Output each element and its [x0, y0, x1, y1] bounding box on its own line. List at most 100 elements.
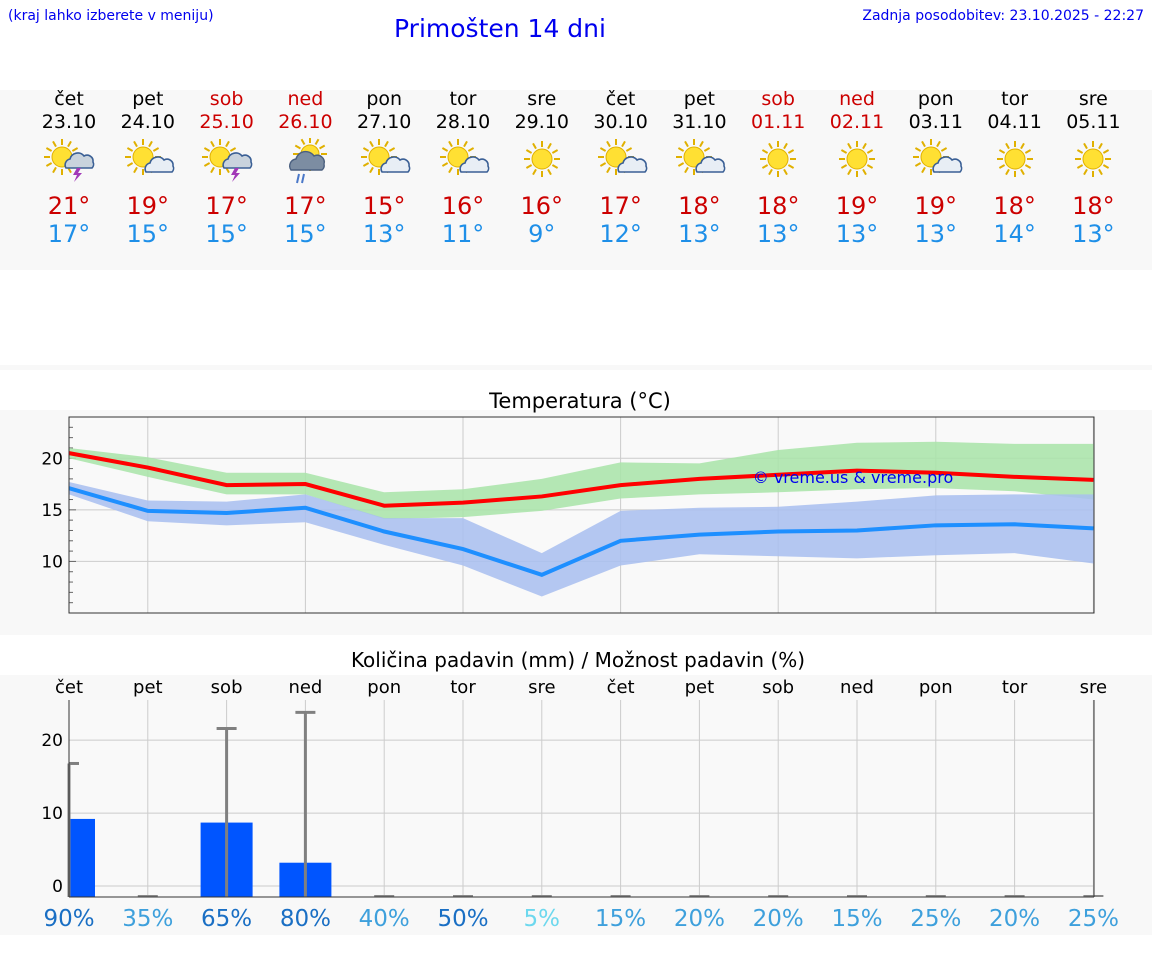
- precipitation-chart: Količina padavin (mm) / Možnost padavin …: [41, 648, 1119, 932]
- temp-max: 16°: [520, 192, 564, 220]
- precip-bar: [69, 818, 95, 897]
- sun-cloud-icon: [897, 138, 975, 184]
- page-title: Primošten 14 dni: [394, 14, 606, 43]
- chart-title: Količina padavin (mm) / Možnost padavin …: [351, 648, 805, 672]
- sun-cloud-thunder-icon: [30, 138, 108, 184]
- category-label: čet: [55, 677, 83, 698]
- series-band: [69, 441, 1094, 520]
- category-label: sre: [1080, 677, 1107, 698]
- temp-max: 15°: [362, 192, 406, 220]
- day-date: 30.10: [593, 111, 648, 133]
- temp-max: 17°: [599, 192, 642, 220]
- category-label: pet: [685, 677, 715, 698]
- sun-cloud-icon: [424, 138, 502, 184]
- temp-min: 15°: [284, 220, 327, 248]
- forecast-band: [0, 90, 1152, 270]
- temp-min: 9°: [528, 220, 556, 248]
- day-column: pet 31.10 18° 13°: [660, 88, 738, 248]
- precip-probability: 20%: [674, 906, 725, 932]
- temp-min: 15°: [126, 220, 170, 248]
- day-date: 31.10: [672, 111, 727, 133]
- day-name: ned: [839, 88, 875, 110]
- temp-max: 17°: [205, 192, 248, 220]
- temp-max: 19°: [835, 192, 879, 220]
- temp-max: 18°: [756, 192, 800, 220]
- day-name: čet: [54, 88, 84, 110]
- sun-icon: [818, 138, 896, 184]
- category-label: sob: [211, 677, 243, 698]
- day-column: ned 02.11 19° 13°: [818, 88, 896, 248]
- temp-min: 13°: [1072, 220, 1115, 248]
- temp-min: 13°: [756, 220, 800, 248]
- temp-min: 13°: [914, 220, 958, 248]
- precip-probability: 90%: [43, 906, 94, 932]
- day-name: sre: [1078, 88, 1108, 110]
- day-name: sre: [527, 88, 557, 110]
- day-column: čet 30.10 17° 12°: [582, 88, 660, 248]
- day-column: čet 23.10 21° 17°: [30, 88, 108, 248]
- watermark: © vreme.us & vreme.pro: [753, 468, 954, 487]
- divider: [0, 365, 1152, 370]
- tick-label: 20: [41, 731, 63, 751]
- chart-title: Temperatura (°C): [488, 389, 671, 413]
- precip-probability: 50%: [437, 906, 488, 932]
- precip-probability: 25%: [910, 906, 961, 932]
- day-column: sre 05.11 18° 13°: [1054, 88, 1132, 248]
- series-line: [68, 451, 1094, 508]
- tick-label: 20: [41, 449, 63, 469]
- category-label: sob: [762, 677, 794, 698]
- temp-min: 12°: [599, 220, 642, 248]
- category-label: pon: [367, 677, 401, 698]
- temp-min: 14°: [993, 220, 1036, 248]
- day-column: sre 29.10 16° 9°: [503, 88, 581, 248]
- temp-min: 17°: [47, 220, 91, 248]
- day-date: 29.10: [514, 111, 569, 133]
- temp-max: 18°: [993, 192, 1036, 220]
- day-name: sob: [761, 88, 795, 110]
- temp-max: 21°: [47, 192, 91, 220]
- temp-max: 19°: [126, 192, 170, 220]
- day-column: sob 25.10 17° 15°: [188, 88, 266, 248]
- day-date: 02.11: [829, 111, 885, 133]
- temp-max: 19°: [914, 192, 958, 220]
- day-column: pet 24.10 19° 15°: [109, 88, 187, 248]
- sun-cloud-thunder-icon: [188, 138, 266, 184]
- precip-probability: 40%: [359, 906, 410, 932]
- plot-frame: [68, 416, 1095, 614]
- precip-probability: 20%: [989, 906, 1040, 932]
- temperature-chart: Temperatura (°C) 10 15 20 © vreme.us & vreme…: [41, 389, 1095, 614]
- day-date: 01.11: [750, 111, 806, 133]
- temp-min: 13°: [835, 220, 879, 248]
- day-column: sob 01.11 18° 13°: [739, 88, 817, 248]
- category-label: tor: [1002, 677, 1028, 698]
- precip-probability: 80%: [280, 906, 331, 932]
- day-column: ned 26.10 17° 15°: [266, 88, 344, 248]
- day-name: pet: [683, 88, 715, 110]
- day-date: 03.11: [908, 111, 963, 133]
- temp-min: 13°: [678, 220, 721, 248]
- temp-min: 11°: [441, 220, 485, 248]
- location-hint: (kraj lahko izberete v meniju): [8, 8, 214, 24]
- precip-probability: 65%: [201, 906, 252, 932]
- category-label: ned: [288, 677, 322, 698]
- day-name: tor: [1001, 88, 1029, 110]
- tick-label: 0: [52, 877, 63, 897]
- day-name: ned: [287, 88, 324, 110]
- category-label: čet: [607, 677, 635, 698]
- sun-icon: [1054, 138, 1132, 184]
- temp-max: 18°: [1072, 192, 1115, 220]
- precip-probability: 5%: [524, 906, 561, 932]
- temp-max: 16°: [441, 192, 485, 220]
- tick-label: 10: [41, 804, 63, 824]
- category-label: pon: [919, 677, 953, 698]
- precip-probability: 15%: [831, 906, 882, 932]
- day-column: tor 28.10 16° 11°: [424, 88, 502, 248]
- precip-probability: 35%: [122, 906, 173, 932]
- day-date: 23.10: [41, 111, 97, 133]
- sun-cloud-icon: [109, 138, 187, 184]
- sun-icon: [503, 138, 581, 184]
- day-name: pon: [366, 88, 403, 110]
- last-update: Zadnja posodobitev: 23.10.2025 - 22:27: [862, 8, 1144, 24]
- day-column: pon 27.10 15° 13°: [345, 88, 423, 248]
- category-label: ned: [840, 677, 874, 698]
